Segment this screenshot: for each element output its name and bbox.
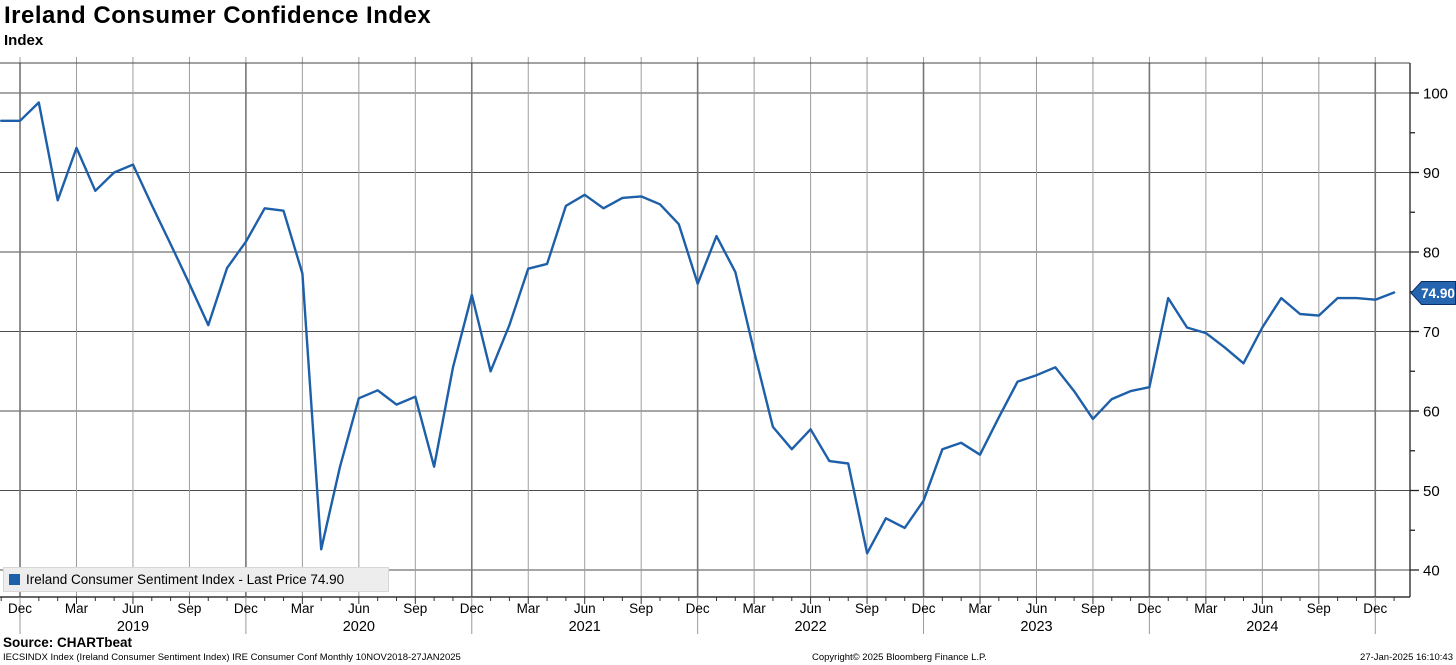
axis-tick-label: 70 [1423,324,1440,341]
axis-tick-label: Dec [1363,601,1387,616]
axis-tick-label: 80 [1423,245,1440,262]
axis-tick-label: Sep [403,601,427,616]
axis-tick-label: Dec [1137,601,1161,616]
axis-tick-label: Sep [629,601,653,616]
axis-tick-label: 2019 [117,619,149,635]
axis-tick-label: Mar [65,601,89,616]
axis-tick-label: 2021 [569,619,601,635]
axis-tick-label: 2024 [1246,619,1278,635]
axis-tick-label: Jun [574,601,596,616]
axis-tick-label: Sep [855,601,879,616]
axis-tick-label: Jun [1026,601,1048,616]
y-axis-title: Index [4,32,44,49]
axis-tick-label: 60 [1423,404,1440,421]
axis-tick-label: 2020 [343,619,375,635]
axis-tick-label: Mar [742,601,766,616]
axis-tick-label: Jun [348,601,370,616]
axis-tick-label: 100 [1423,86,1448,103]
axis-tick-label: Jun [122,601,144,616]
axis-tick-label: Sep [1307,601,1331,616]
security-description: IECSINDX Index (Ireland Consumer Sentime… [3,652,461,663]
timestamp: 27-Jan-2025 16:10:43 [1360,652,1453,663]
axis-tick-label: Mar [291,601,315,616]
axis-tick-label: Dec [686,601,710,616]
axis-tick-label: Dec [234,601,258,616]
axis-tick-label: Mar [517,601,541,616]
source-label: Source: CHARTbeat [3,635,133,650]
axis-tick-label: 50 [1423,483,1440,500]
axis-tick-label: Sep [1081,601,1105,616]
axis-tick-label: Mar [968,601,992,616]
axis-tick-label: Dec [460,601,484,616]
page-title: Ireland Consumer Confidence Index [4,2,432,29]
axis-tick-label: 2022 [794,619,826,635]
chart-legend: Ireland Consumer Sentiment Index - Last … [3,567,389,592]
sentiment-line-series [0,101,1396,555]
axis-tick-label: Dec [912,601,936,616]
axis-tick-label: Jun [1251,601,1273,616]
axis-tick-label: Dec [8,601,32,616]
axis-tick-label: 40 [1423,563,1440,580]
axis-tick-label: Sep [177,601,201,616]
axis-tick-label: Jun [800,601,822,616]
legend-label: Ireland Consumer Sentiment Index - Last … [26,572,345,587]
axis-tick-label: 90 [1423,165,1440,182]
axis-tick-label: Mar [1194,601,1218,616]
series-swatch-icon [9,574,20,585]
axis-tick-label: 2023 [1020,619,1052,635]
copyright-notice: Copyright© 2025 Bloomberg Finance L.P. [812,652,987,663]
